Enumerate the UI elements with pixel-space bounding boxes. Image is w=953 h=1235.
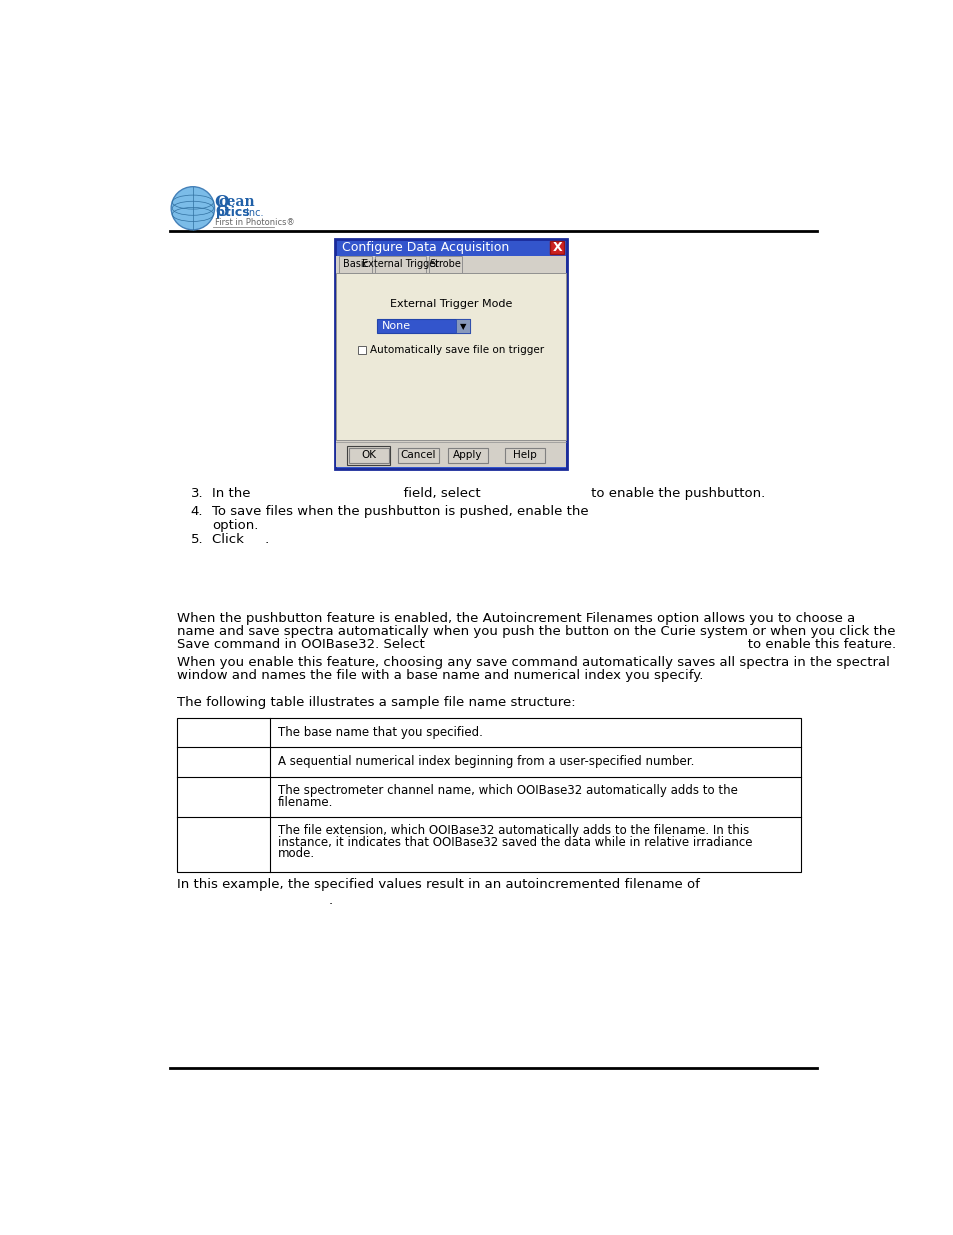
FancyBboxPatch shape: [335, 240, 567, 468]
FancyBboxPatch shape: [505, 448, 545, 463]
Text: OK: OK: [361, 451, 375, 461]
Circle shape: [171, 186, 214, 230]
Text: Strobe: Strobe: [429, 259, 461, 269]
Text: X: X: [552, 241, 561, 254]
Text: Cancel: Cancel: [400, 451, 436, 461]
Text: The base name that you specified.: The base name that you specified.: [278, 726, 482, 739]
Text: mode.: mode.: [278, 847, 314, 861]
Text: ptics: ptics: [216, 206, 250, 220]
Text: Help: Help: [513, 451, 537, 461]
Text: When the pushbutton feature is enabled, the Autoincrement Filenames option allow: When the pushbutton feature is enabled, …: [177, 611, 855, 625]
FancyBboxPatch shape: [357, 346, 365, 353]
FancyBboxPatch shape: [550, 241, 563, 254]
Text: To save files when the pushbutton is pushed, enable the: To save files when the pushbutton is pus…: [212, 505, 588, 519]
Text: .: .: [328, 894, 333, 906]
FancyBboxPatch shape: [177, 718, 801, 872]
FancyBboxPatch shape: [429, 256, 461, 273]
Text: The spectrometer channel name, which OOIBase32 automatically adds to the: The spectrometer channel name, which OOI…: [278, 784, 738, 798]
Text: First in Photonics®: First in Photonics®: [215, 217, 294, 226]
Text: Basic: Basic: [342, 259, 368, 269]
Text: window and names the file with a base name and numerical index you specify.: window and names the file with a base na…: [177, 669, 703, 683]
FancyBboxPatch shape: [456, 319, 470, 333]
FancyBboxPatch shape: [397, 448, 438, 463]
FancyBboxPatch shape: [335, 273, 565, 440]
Text: Configure Data Acquisition: Configure Data Acquisition: [342, 241, 509, 254]
Text: Automatically save file on trigger: Automatically save file on trigger: [369, 345, 543, 354]
Text: instance, it indicates that OOIBase32 saved the data while in relative irradianc: instance, it indicates that OOIBase32 sa…: [278, 836, 752, 848]
FancyBboxPatch shape: [348, 448, 389, 463]
Text: The following table illustrates a sample file name structure:: The following table illustrates a sample…: [177, 697, 576, 709]
FancyBboxPatch shape: [339, 256, 372, 273]
Text: cean: cean: [218, 195, 254, 209]
Text: 3.: 3.: [191, 487, 203, 500]
Text: The file extension, which OOIBase32 automatically adds to the filename. In this: The file extension, which OOIBase32 auto…: [278, 824, 749, 837]
Text: When you enable this feature, choosing any save command automatically saves all : When you enable this feature, choosing a…: [177, 656, 889, 669]
Text: Inc.: Inc.: [245, 207, 263, 217]
Text: O: O: [213, 194, 228, 211]
Text: option.: option.: [212, 519, 258, 531]
FancyBboxPatch shape: [335, 442, 565, 467]
FancyBboxPatch shape: [447, 448, 488, 463]
Text: 5.: 5.: [191, 534, 203, 546]
Text: O: O: [215, 205, 229, 219]
Text: In the                                    field, select                         : In the field, select: [212, 487, 764, 500]
FancyBboxPatch shape: [375, 256, 426, 273]
FancyBboxPatch shape: [377, 319, 470, 333]
Text: None: None: [381, 321, 411, 331]
Text: A sequential numerical index beginning from a user-specified number.: A sequential numerical index beginning f…: [278, 755, 694, 768]
Text: 4.: 4.: [191, 505, 203, 519]
Text: ▼: ▼: [459, 321, 466, 331]
Text: External Trigger: External Trigger: [361, 259, 438, 269]
Text: Save command in OOIBase32. Select                                               : Save command in OOIBase32. Select: [177, 638, 896, 651]
Text: Click     .: Click .: [212, 534, 269, 546]
FancyBboxPatch shape: [335, 256, 565, 467]
Text: Apply: Apply: [453, 451, 482, 461]
Text: External Trigger Mode: External Trigger Mode: [390, 299, 512, 309]
Text: In this example, the specified values result in an autoincremented filename of: In this example, the specified values re…: [177, 878, 700, 892]
Text: name and save spectra automatically when you push the button on the Curie system: name and save spectra automatically when…: [177, 625, 895, 637]
Text: filename.: filename.: [278, 795, 334, 809]
